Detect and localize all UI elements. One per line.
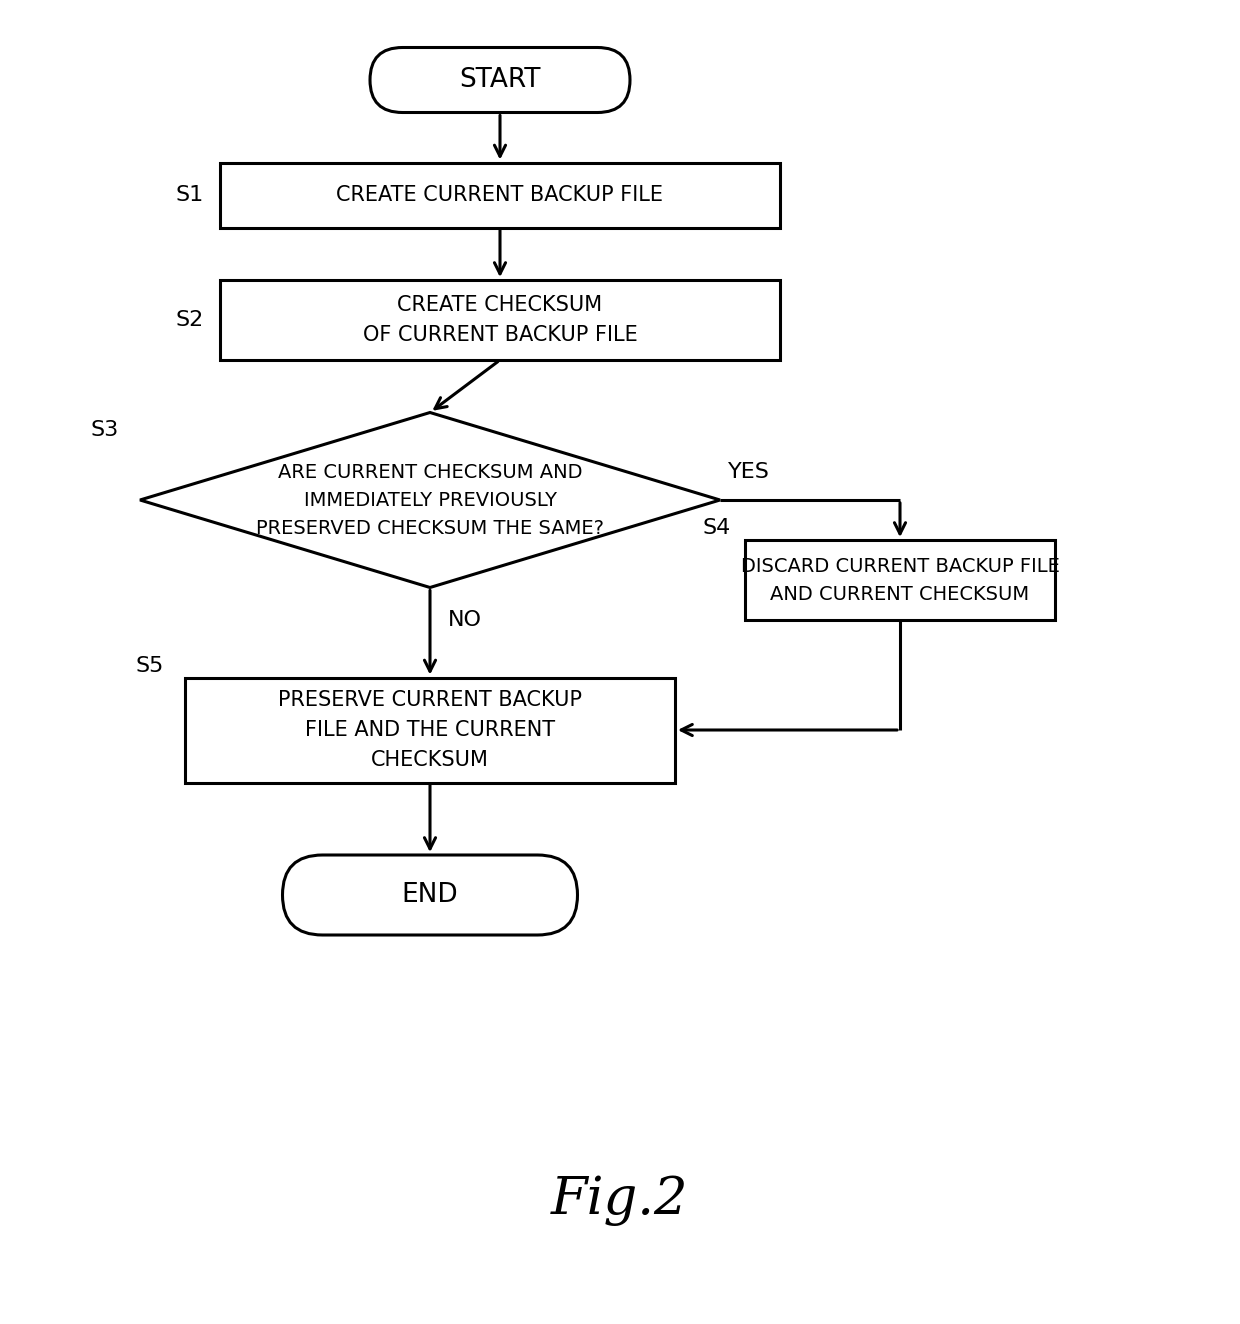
Text: Fig.2: Fig.2	[552, 1174, 688, 1226]
Text: PRESERVE CURRENT BACKUP
FILE AND THE CURRENT
CHECKSUM: PRESERVE CURRENT BACKUP FILE AND THE CUR…	[278, 690, 582, 769]
Text: END: END	[402, 882, 459, 908]
Text: YES: YES	[728, 462, 770, 482]
Text: S3: S3	[91, 421, 119, 441]
Text: S1: S1	[176, 185, 205, 205]
Text: ARE CURRENT CHECKSUM AND
IMMEDIATELY PREVIOUSLY
PRESERVED CHECKSUM THE SAME?: ARE CURRENT CHECKSUM AND IMMEDIATELY PRE…	[255, 462, 604, 538]
Bar	[745, 540, 1055, 620]
Text: S5: S5	[136, 655, 164, 675]
Polygon shape	[140, 413, 720, 588]
FancyBboxPatch shape	[283, 855, 578, 935]
FancyBboxPatch shape	[370, 48, 630, 113]
Text: CREATE CHECKSUM
OF CURRENT BACKUP FILE: CREATE CHECKSUM OF CURRENT BACKUP FILE	[362, 295, 637, 344]
Text: START: START	[459, 68, 541, 93]
Text: DISCARD CURRENT BACKUP FILE
AND CURRENT CHECKSUM: DISCARD CURRENT BACKUP FILE AND CURRENT …	[740, 556, 1059, 604]
Text: S4: S4	[703, 518, 732, 538]
Text: CREATE CURRENT BACKUP FILE: CREATE CURRENT BACKUP FILE	[336, 185, 663, 205]
Bar	[219, 163, 780, 228]
Bar	[219, 279, 780, 360]
Bar	[185, 678, 675, 782]
Text: NO: NO	[448, 609, 482, 629]
Text: S2: S2	[176, 310, 205, 330]
